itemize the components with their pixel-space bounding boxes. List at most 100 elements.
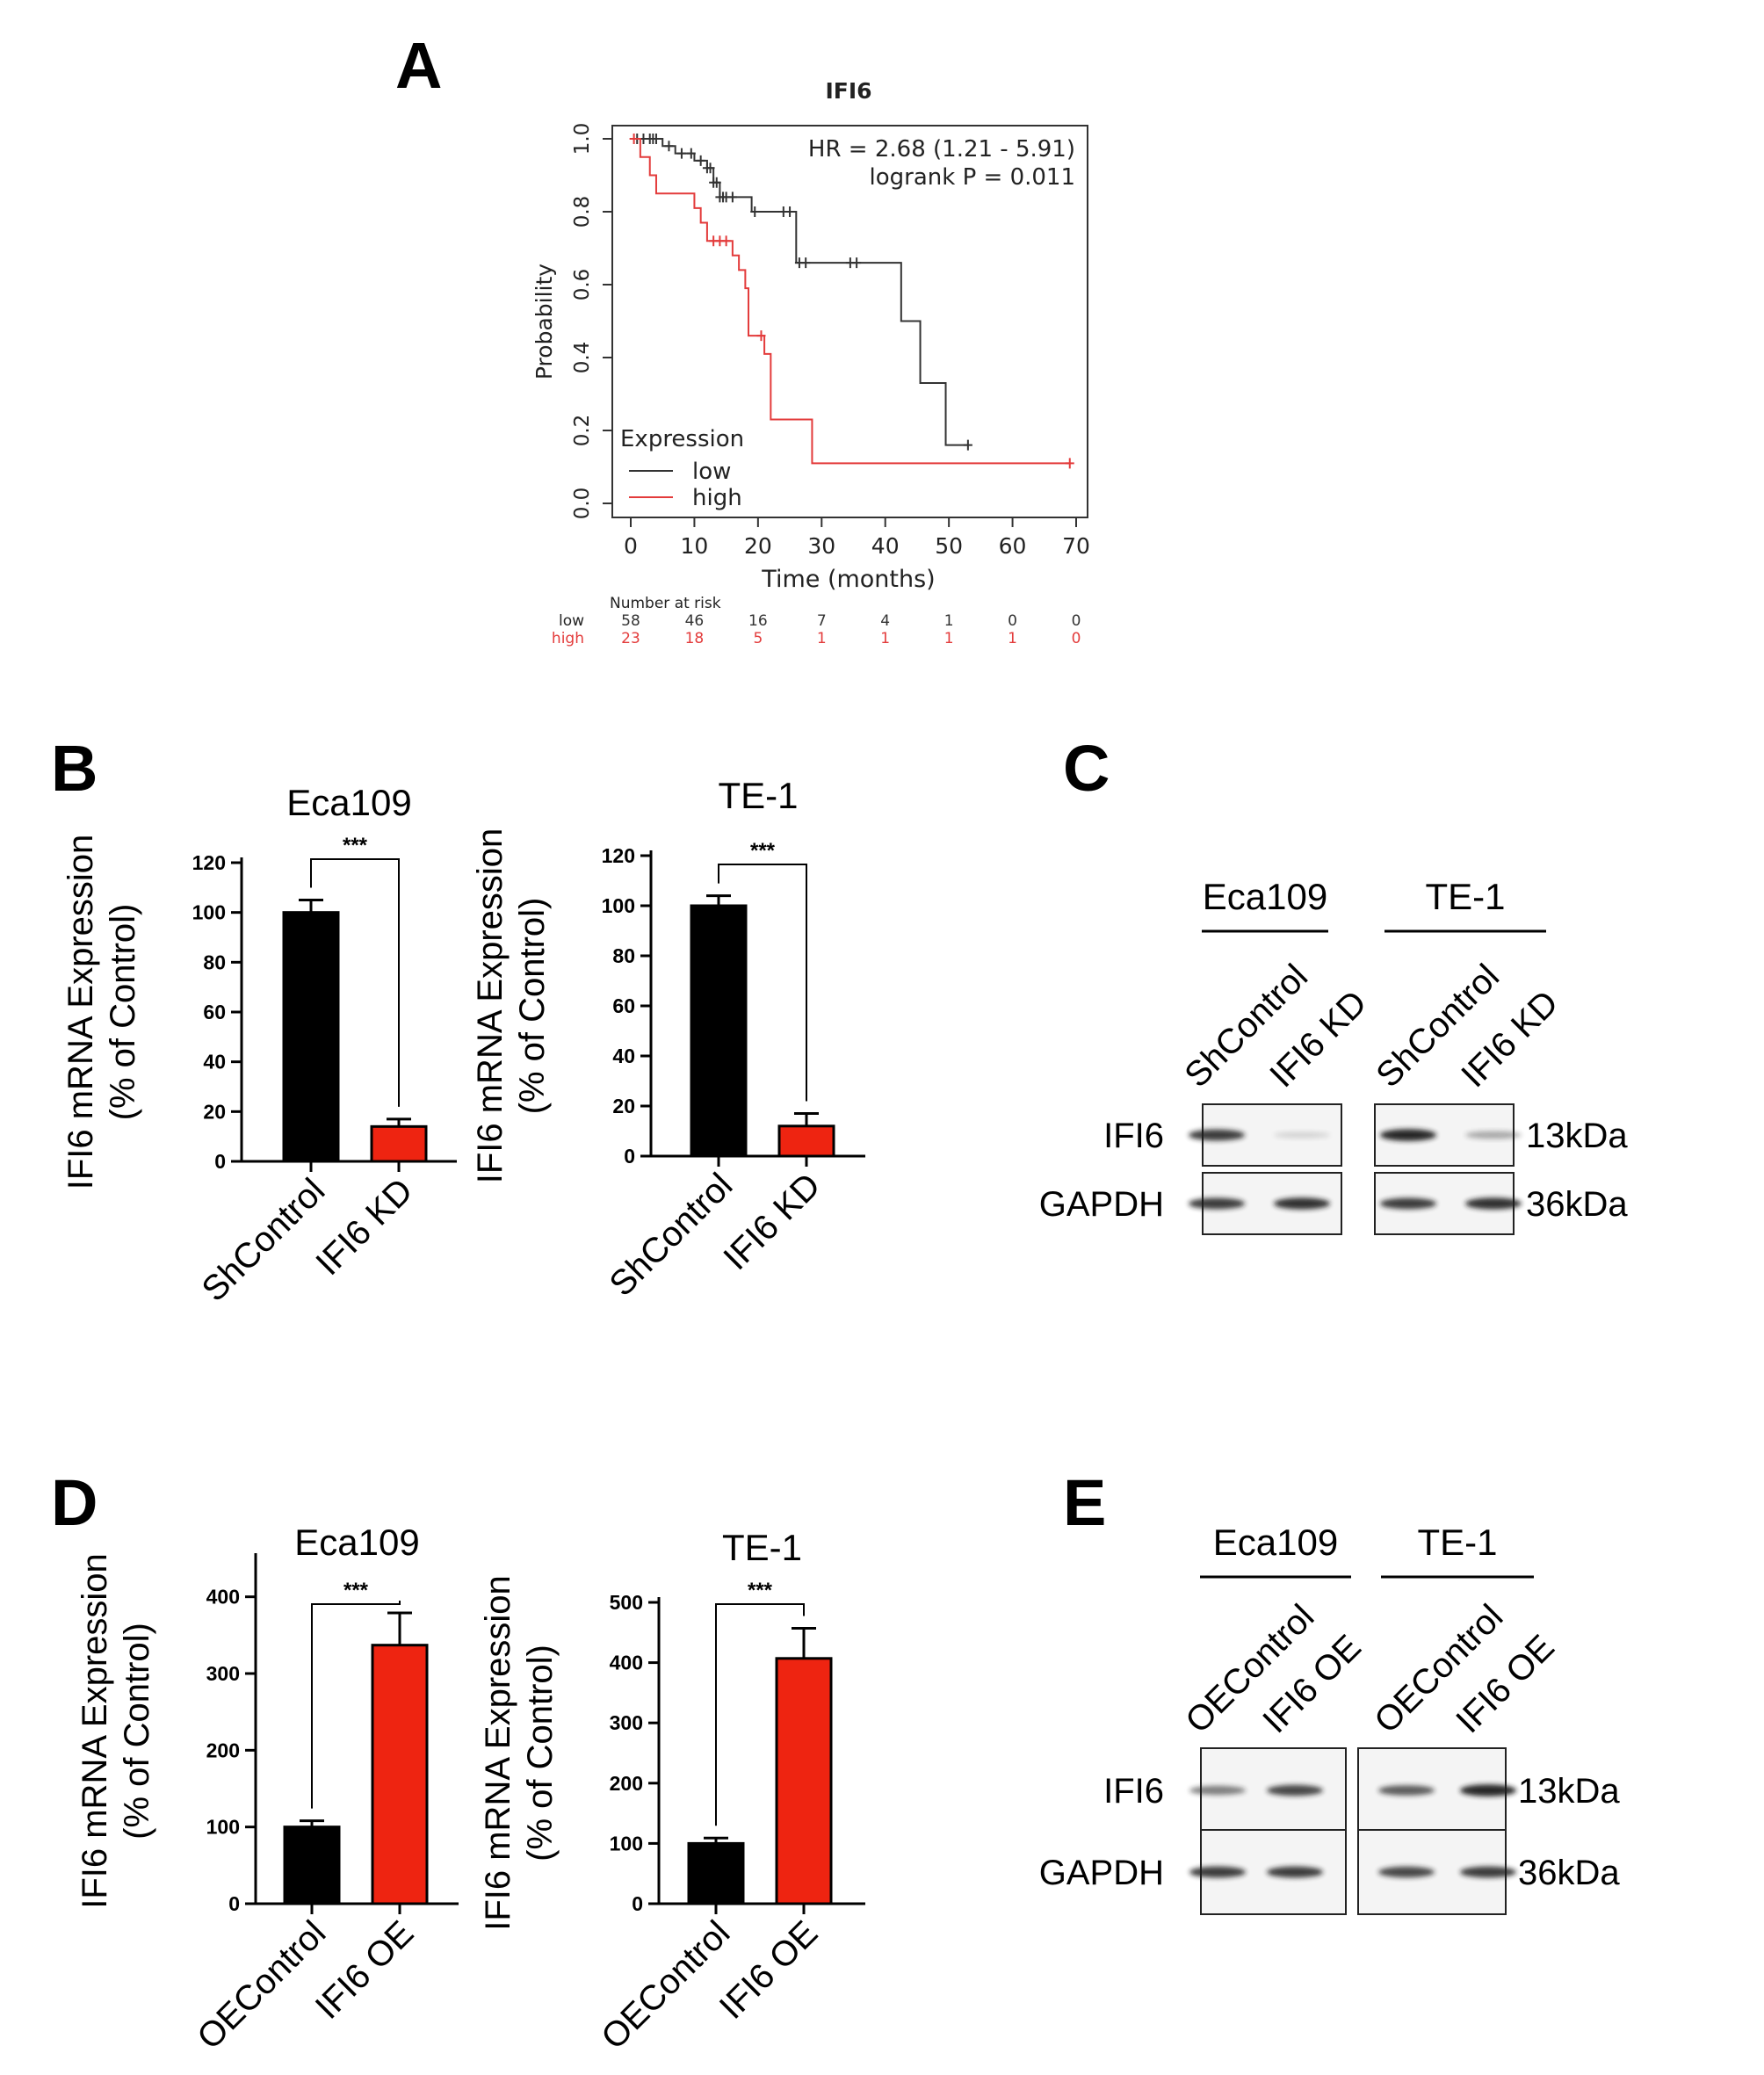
bar-y-tick-label: 400 [206,1586,240,1609]
blot-band [1380,1197,1436,1210]
km-y-tick-label: 0.6 [571,269,594,301]
bar-error-bar [706,894,731,906]
bar-y-tick-label: 60 [612,994,635,1017]
risk-value-high: 5 [753,630,763,647]
blot-band [1274,1197,1330,1210]
significance-stars: *** [343,834,368,857]
bar-y-tick-label: 80 [612,944,635,967]
km-risk-table: Number at risk low high 58 46 16 7 4 1 0 023 18 5… [552,595,1081,647]
km-censor-mark-low [750,206,760,217]
km-legend-label-high: high [692,485,742,511]
risk-value-low: 4 [880,612,890,630]
km-censor-mark-low [852,257,862,269]
bar-treatment [371,1644,429,1905]
bar-y-tick-label: 200 [610,1772,643,1795]
risk-value-low: 58 [621,612,640,630]
blot-band [1378,1785,1435,1796]
panel-label-a: A [395,29,442,102]
blot-row-label-ifi6: IFI6 [1103,1117,1164,1155]
blot-band [1378,1866,1435,1878]
panel-label-c: C [1063,732,1110,805]
risk-value-high: 18 [685,630,705,647]
km-censor-mark-low [705,163,715,174]
bar-category-label: ShControl [194,1171,332,1309]
risk-value-low: 46 [685,612,705,630]
bar-y-axis-label: IFI6 mRNA Expression (% of Control) [471,828,552,1184]
km-y-axis: 0.0 0.2 0.4 0.6 0.8 1.0 [571,123,612,519]
bar-chart-b-eca109: Eca109 IFI6 mRNA Expression (% of Control)… [61,782,457,1309]
blot-band [1189,1197,1245,1210]
significance-bracket [718,864,807,1102]
bar-y-tick-label: 0 [624,1145,635,1168]
bar-chart-title: Eca109 [286,782,411,823]
bar-error-bar [704,1836,728,1844]
significance-bracket [715,1603,805,1826]
km-y-tick-label: 0.4 [571,342,594,374]
bar-y-tick-label: 0 [214,1150,226,1173]
bar-y-axis-label-line: IFI6 mRNA Expression [76,1553,114,1909]
bar-y-tick-label: 120 [192,851,226,874]
bar-treatment [370,1124,428,1163]
risk-row-label-low: low [559,612,584,630]
blot-row-label-gapdh: GAPDH [1039,1854,1164,1892]
bar-y-tick-label: 400 [610,1652,643,1674]
significance-stars: *** [750,839,776,863]
bar-y-tick-label: 100 [206,1816,240,1839]
km-x-tick-label: 40 [871,533,900,559]
bar-y-axis-label-line: IFI6 mRNA Expression [471,828,510,1184]
significance-stars: *** [343,1579,369,1602]
blot-band [1460,1866,1516,1878]
bar-y-axis-label-line: IFI6 mRNA Expression [479,1575,517,1931]
km-legend-title: Expression [620,426,744,452]
blot-band [1189,1129,1245,1141]
blot-band [1274,1131,1330,1139]
bar-y-axis-label-line: (% of Control) [521,1645,560,1862]
bar-chart-d-te1: TE-1 IFI6 mRNA Expression (% of Control) 0 1… [479,1527,865,2057]
risk-value-low: 1 [944,612,954,630]
bar-y-tick-label: 80 [203,951,226,973]
bar-error-bar [794,1112,819,1126]
km-censor-mark-high [721,235,731,247]
bar-treatment [775,1657,833,1905]
bar-error-bar [387,1117,411,1127]
km-censor-mark-low [712,177,721,188]
bar-y-axis-label-line: (% of Control) [104,904,142,1121]
km-x-tick-label: 0 [624,533,638,559]
blot-group-label: Eca109 [1203,876,1327,917]
bar-y-tick-label: 100 [192,901,226,924]
km-censor-mark-high [756,330,766,342]
bar-y-tick-label: 0 [632,1892,643,1915]
km-x-axis-label: Time (months) [761,566,935,593]
km-censor-mark-low [696,155,705,166]
bar-treatment [777,1124,835,1158]
km-censor-mark-high [1065,458,1074,469]
significance-bracket [310,858,400,1107]
km-title: IFI6 [825,78,871,104]
risk-value-low: 7 [817,612,827,630]
km-censor-mark-low [727,192,737,203]
bar-control [687,1841,745,1905]
bar-y-tick-label: 300 [610,1711,643,1734]
bar-y-tick-label: 60 [203,1001,226,1023]
bar-y-axis-label: IFI6 mRNA Expression (% of Control) [61,835,142,1190]
blot-band [1189,1785,1246,1796]
significance-stars: *** [748,1579,773,1602]
km-curves [629,134,1074,469]
significance-bracket [311,1601,401,1809]
risk-value-low: 16 [748,612,768,630]
risk-value-high: 1 [880,630,890,647]
blot-molecular-weight: 13kDa [1526,1117,1628,1155]
bar-chart-title: TE-1 [718,775,798,816]
panel-label-b: B [51,732,98,805]
km-y-axis-label: Probability [531,264,557,380]
km-y-tick-label: 1.0 [571,123,594,155]
bar-category-label: IFI6 OE [308,1913,422,2027]
blot-row-label-ifi6: IFI6 [1103,1772,1164,1811]
bar-y-tick-label: 300 [206,1662,240,1685]
bar-chart-b-te1: TE-1 IFI6 mRNA Expression (% of Control) 0 2… [471,775,865,1304]
km-curve-high [631,138,1070,465]
km-x-tick-label: 50 [935,533,963,559]
bar-axes [240,857,457,1163]
